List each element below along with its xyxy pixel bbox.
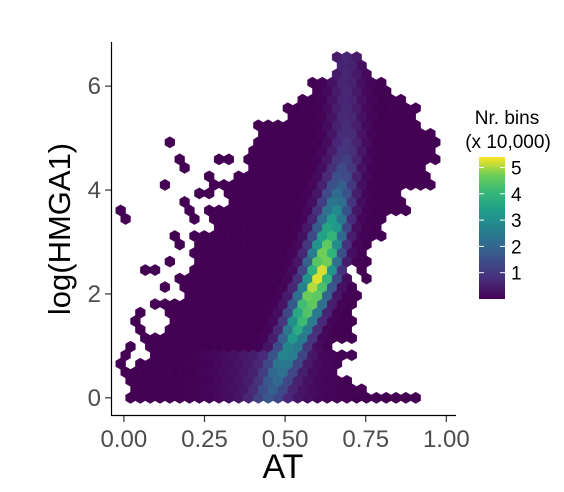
- y-tick-label: 4: [88, 177, 101, 204]
- hex-bin: [164, 136, 175, 149]
- y-axis-title: log(HMGA1): [42, 143, 77, 315]
- y-tick-label: 6: [88, 73, 101, 100]
- hex-bin: [135, 306, 146, 319]
- hex-bin: [194, 187, 205, 200]
- hex-bin: [204, 170, 215, 183]
- hex-bin: [371, 391, 382, 404]
- hex-bin: [169, 230, 180, 242]
- colorbar: [479, 157, 505, 299]
- hex-bin: [115, 204, 126, 217]
- colorbar-tick-label: 3: [511, 211, 522, 232]
- x-tick-label: 1.00: [423, 426, 470, 453]
- hexbin-cells: [115, 51, 441, 404]
- x-tick-label: 0.00: [101, 426, 148, 453]
- hex-bin: [425, 127, 436, 140]
- legend-title-line2: (x 10,000): [465, 132, 551, 153]
- colorbar-tick-label: 2: [511, 237, 522, 258]
- hex-bin: [140, 264, 151, 276]
- x-axis-ticks: 0.00 0.25 0.50 0.75 1.00: [101, 416, 470, 453]
- hex-bin: [174, 153, 185, 166]
- colorbar-tick-label: 5: [511, 159, 522, 180]
- hex-bin: [381, 391, 392, 404]
- colorbar-legend: Nr. bins (x 10,000) 1 2 3 4 5: [465, 108, 551, 299]
- hex-bin: [410, 102, 421, 115]
- hex-bin: [223, 153, 234, 166]
- hex-bin: [395, 93, 407, 106]
- hex-bin: [390, 391, 402, 404]
- x-tick-label: 0.75: [342, 426, 389, 453]
- hex-bin: [179, 196, 190, 208]
- legend-title-line1: Nr. bins: [475, 108, 539, 129]
- hex-bin: [164, 255, 175, 268]
- x-tick-label: 0.25: [181, 426, 228, 453]
- hex-bin: [351, 51, 362, 64]
- hex-bin: [149, 264, 161, 276]
- hex-bin: [346, 349, 357, 362]
- hex-bin: [125, 340, 136, 353]
- hex-bin: [213, 153, 225, 166]
- colorbar-tick-label: 1: [511, 264, 522, 285]
- x-tick-label: 0.50: [262, 426, 309, 453]
- hex-bin: [159, 178, 171, 191]
- x-axis-title: AT: [263, 448, 304, 486]
- y-tick-label: 0: [88, 385, 101, 412]
- y-tick-label: 2: [88, 281, 101, 308]
- hex-bin: [341, 374, 352, 387]
- hex-bin: [159, 281, 171, 294]
- hex-bin: [400, 391, 411, 404]
- hex-bin: [376, 76, 387, 89]
- colorbar-ticks: 1 2 3 4 5: [479, 159, 522, 285]
- hex-bin: [356, 383, 367, 396]
- colorbar-tick-label: 4: [511, 185, 522, 206]
- y-axis-ticks: 0 2 4 6: [88, 73, 111, 412]
- hex-bin: [149, 298, 161, 311]
- hex-bin: [410, 391, 421, 404]
